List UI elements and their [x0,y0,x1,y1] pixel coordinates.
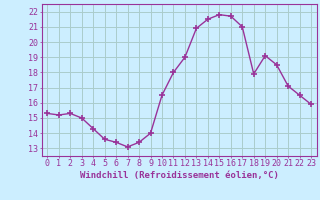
X-axis label: Windchill (Refroidissement éolien,°C): Windchill (Refroidissement éolien,°C) [80,171,279,180]
